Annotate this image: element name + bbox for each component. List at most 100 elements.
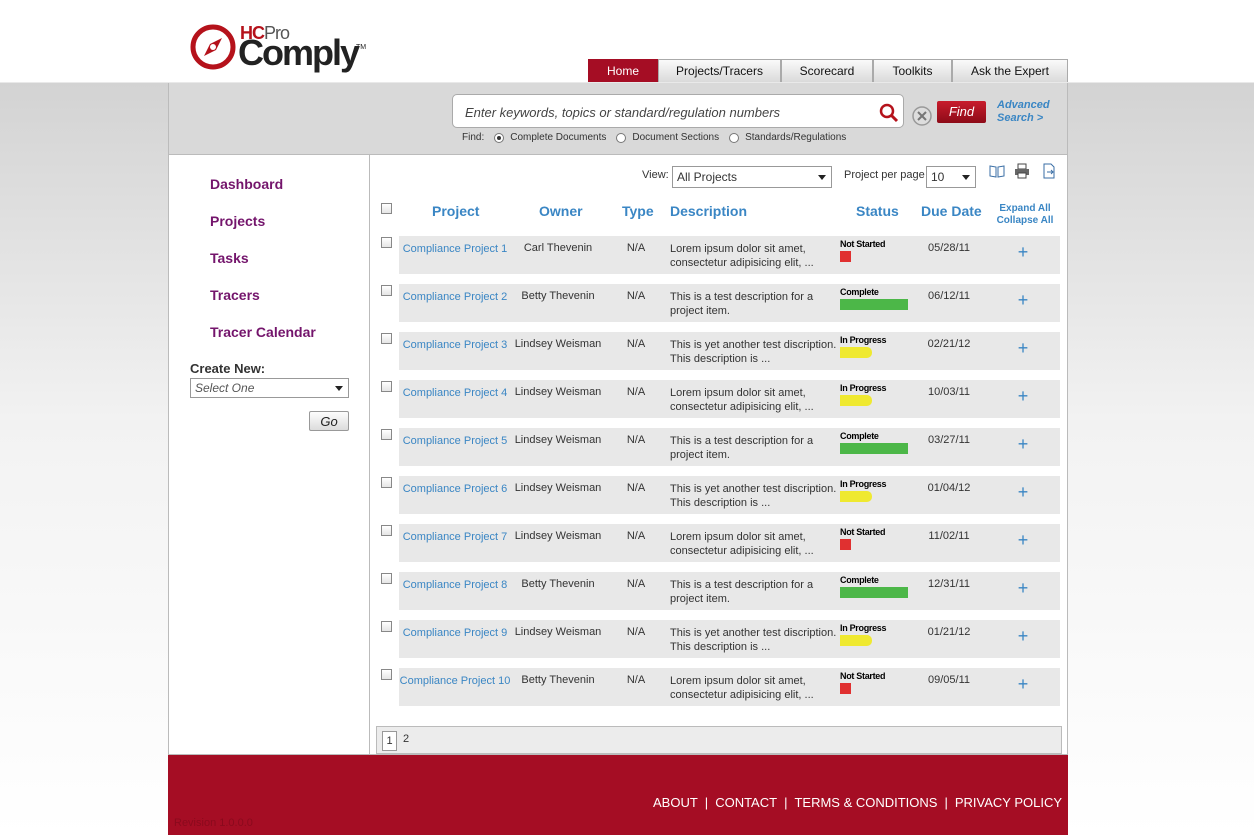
book-icon[interactable] xyxy=(989,163,1005,179)
project-link[interactable]: Compliance Project 10 xyxy=(399,675,511,687)
radio-complete-documents[interactable] xyxy=(494,132,505,143)
due-date-cell: 01/21/12 xyxy=(927,626,971,638)
status-progress-bar xyxy=(840,491,872,502)
row-checkbox[interactable] xyxy=(381,573,392,584)
expand-row-icon[interactable]: + xyxy=(1017,290,1029,310)
tab-toolkits[interactable]: Toolkits xyxy=(873,59,952,82)
description-line2: consectetur adipisicing elit, ... xyxy=(670,401,814,413)
description-line1: This is yet another test discription. xyxy=(670,627,837,639)
hcpro-comply-logo[interactable]: HCPro Comply TM xyxy=(190,20,370,76)
column-header-description[interactable]: Description xyxy=(670,203,748,219)
select-all-checkbox[interactable] xyxy=(381,203,392,214)
radio-document-sections[interactable] xyxy=(616,132,627,143)
page-1-button[interactable]: 1 xyxy=(382,731,397,751)
description-cell: Lorem ipsum dolor sit amet, consectetur a… xyxy=(670,386,842,414)
footer-link-terms[interactable]: TERMS & CONDITIONS xyxy=(794,795,938,810)
logo-hcpro: HCPro xyxy=(240,23,290,43)
row-checkbox[interactable] xyxy=(381,429,392,440)
advanced-search-line1: Advanced xyxy=(997,99,1050,111)
tab-home[interactable]: Home xyxy=(588,59,658,82)
tab-projects-tracers[interactable]: Projects/Tracers xyxy=(658,59,781,82)
go-button[interactable]: Go xyxy=(309,411,349,431)
option-complete-documents: Complete Documents xyxy=(510,132,607,143)
status-progress-bar xyxy=(840,539,851,550)
expand-all-link[interactable]: Expand All xyxy=(999,203,1051,214)
expand-row-icon[interactable]: + xyxy=(1017,242,1029,262)
project-link[interactable]: Compliance Project 4 xyxy=(402,387,508,399)
export-icon[interactable] xyxy=(1041,163,1057,179)
type-cell: N/A xyxy=(626,578,646,590)
row-checkbox[interactable] xyxy=(381,477,392,488)
row-checkbox[interactable] xyxy=(381,621,392,632)
footer-links: ABOUT | CONTACT | TERMS & CONDITIONS | PRIVACY… xyxy=(653,795,1062,810)
sidebar-item-tracers[interactable]: Tracers xyxy=(210,287,260,303)
row-checkbox[interactable] xyxy=(381,285,392,296)
radio-standards-regulations[interactable] xyxy=(729,132,740,143)
row-checkbox[interactable] xyxy=(381,237,392,248)
project-link[interactable]: Compliance Project 5 xyxy=(402,435,508,447)
collapse-all-link[interactable]: Collapse All xyxy=(996,215,1054,226)
expand-row-icon[interactable]: + xyxy=(1017,482,1029,502)
print-icon[interactable] xyxy=(1014,163,1030,179)
column-header-due-date[interactable]: Due Date xyxy=(921,203,982,219)
type-cell: N/A xyxy=(626,434,646,446)
expand-row-icon[interactable]: + xyxy=(1017,674,1029,694)
description-cell: This is a test description for a project … xyxy=(670,578,842,606)
page-2-link[interactable]: 2 xyxy=(403,733,410,745)
footer-link-contact[interactable]: CONTACT xyxy=(715,795,778,810)
project-link[interactable]: Compliance Project 6 xyxy=(402,483,508,495)
column-header-owner[interactable]: Owner xyxy=(539,203,583,219)
project-link[interactable]: Compliance Project 7 xyxy=(402,531,508,543)
search-icon[interactable] xyxy=(879,103,899,123)
project-link[interactable]: Compliance Project 1 xyxy=(402,243,508,255)
row-checkbox[interactable] xyxy=(381,333,392,344)
per-page-select[interactable]: 10 xyxy=(926,166,976,188)
sidebar-item-tasks[interactable]: Tasks xyxy=(210,250,249,266)
view-select[interactable]: All Projects xyxy=(672,166,832,188)
footer-link-about[interactable]: ABOUT xyxy=(653,795,698,810)
row-checkbox[interactable] xyxy=(381,669,392,680)
expand-row-icon[interactable]: + xyxy=(1017,626,1029,646)
description-line2: consectetur adipisicing elit, ... xyxy=(670,545,814,557)
column-header-type[interactable]: Type xyxy=(622,203,654,219)
column-header-status[interactable]: Status xyxy=(856,203,899,219)
owner-cell: Lindsey Weisman xyxy=(514,482,602,494)
due-date-cell: 05/28/11 xyxy=(927,242,970,254)
advanced-search-link[interactable]: Advanced Search > xyxy=(997,99,1067,125)
expand-row-icon[interactable]: + xyxy=(1017,434,1029,454)
row-checkbox[interactable] xyxy=(381,525,392,536)
tab-ask-the-expert[interactable]: Ask the Expert xyxy=(952,59,1068,82)
sidebar-item-tracer-calendar[interactable]: Tracer Calendar xyxy=(210,324,316,340)
find-button[interactable]: Find xyxy=(937,101,986,123)
expand-row-icon[interactable]: + xyxy=(1017,386,1029,406)
description-line1: Lorem ipsum dolor sit amet, xyxy=(670,531,806,543)
project-link[interactable]: Compliance Project 3 xyxy=(402,339,508,351)
expand-row-icon[interactable]: + xyxy=(1017,530,1029,550)
advanced-search-line2: Search > xyxy=(997,112,1044,124)
sidebar-item-projects[interactable]: Projects xyxy=(210,213,266,229)
status-progress-bar xyxy=(840,347,872,358)
project-link[interactable]: Compliance Project 2 xyxy=(402,291,508,303)
description-cell: This is a test description for a project … xyxy=(670,290,842,318)
footer-link-privacy[interactable]: PRIVACY POLICY xyxy=(954,795,1063,810)
description-line1: This is a test description for a xyxy=(670,579,814,591)
owner-cell: Lindsey Weisman xyxy=(514,530,602,542)
expand-collapse-controls: Expand All Collapse All xyxy=(992,203,1058,227)
column-header-project[interactable]: Project xyxy=(432,203,480,219)
table-row: Compliance Project 3 Lindsey Weisman N/A Th… xyxy=(399,332,1060,370)
tab-scorecard[interactable]: Scorecard xyxy=(781,59,873,82)
status-label: Not Started xyxy=(840,527,886,537)
description-line2: project item. xyxy=(670,305,730,317)
status-progress-bar xyxy=(840,587,908,598)
expand-row-icon[interactable]: + xyxy=(1017,338,1029,358)
search-input[interactable] xyxy=(463,102,867,122)
project-link[interactable]: Compliance Project 9 xyxy=(402,627,508,639)
create-new-select[interactable]: Select One xyxy=(190,378,349,398)
description-line1: Lorem ipsum dolor sit amet, xyxy=(670,387,806,399)
expand-row-icon[interactable]: + xyxy=(1017,578,1029,598)
clear-search-icon[interactable] xyxy=(911,105,933,127)
sidebar-item-dashboard[interactable]: Dashboard xyxy=(210,176,284,192)
row-checkbox[interactable] xyxy=(381,381,392,392)
due-date-cell: 06/12/11 xyxy=(927,290,970,302)
project-link[interactable]: Compliance Project 8 xyxy=(402,579,508,591)
